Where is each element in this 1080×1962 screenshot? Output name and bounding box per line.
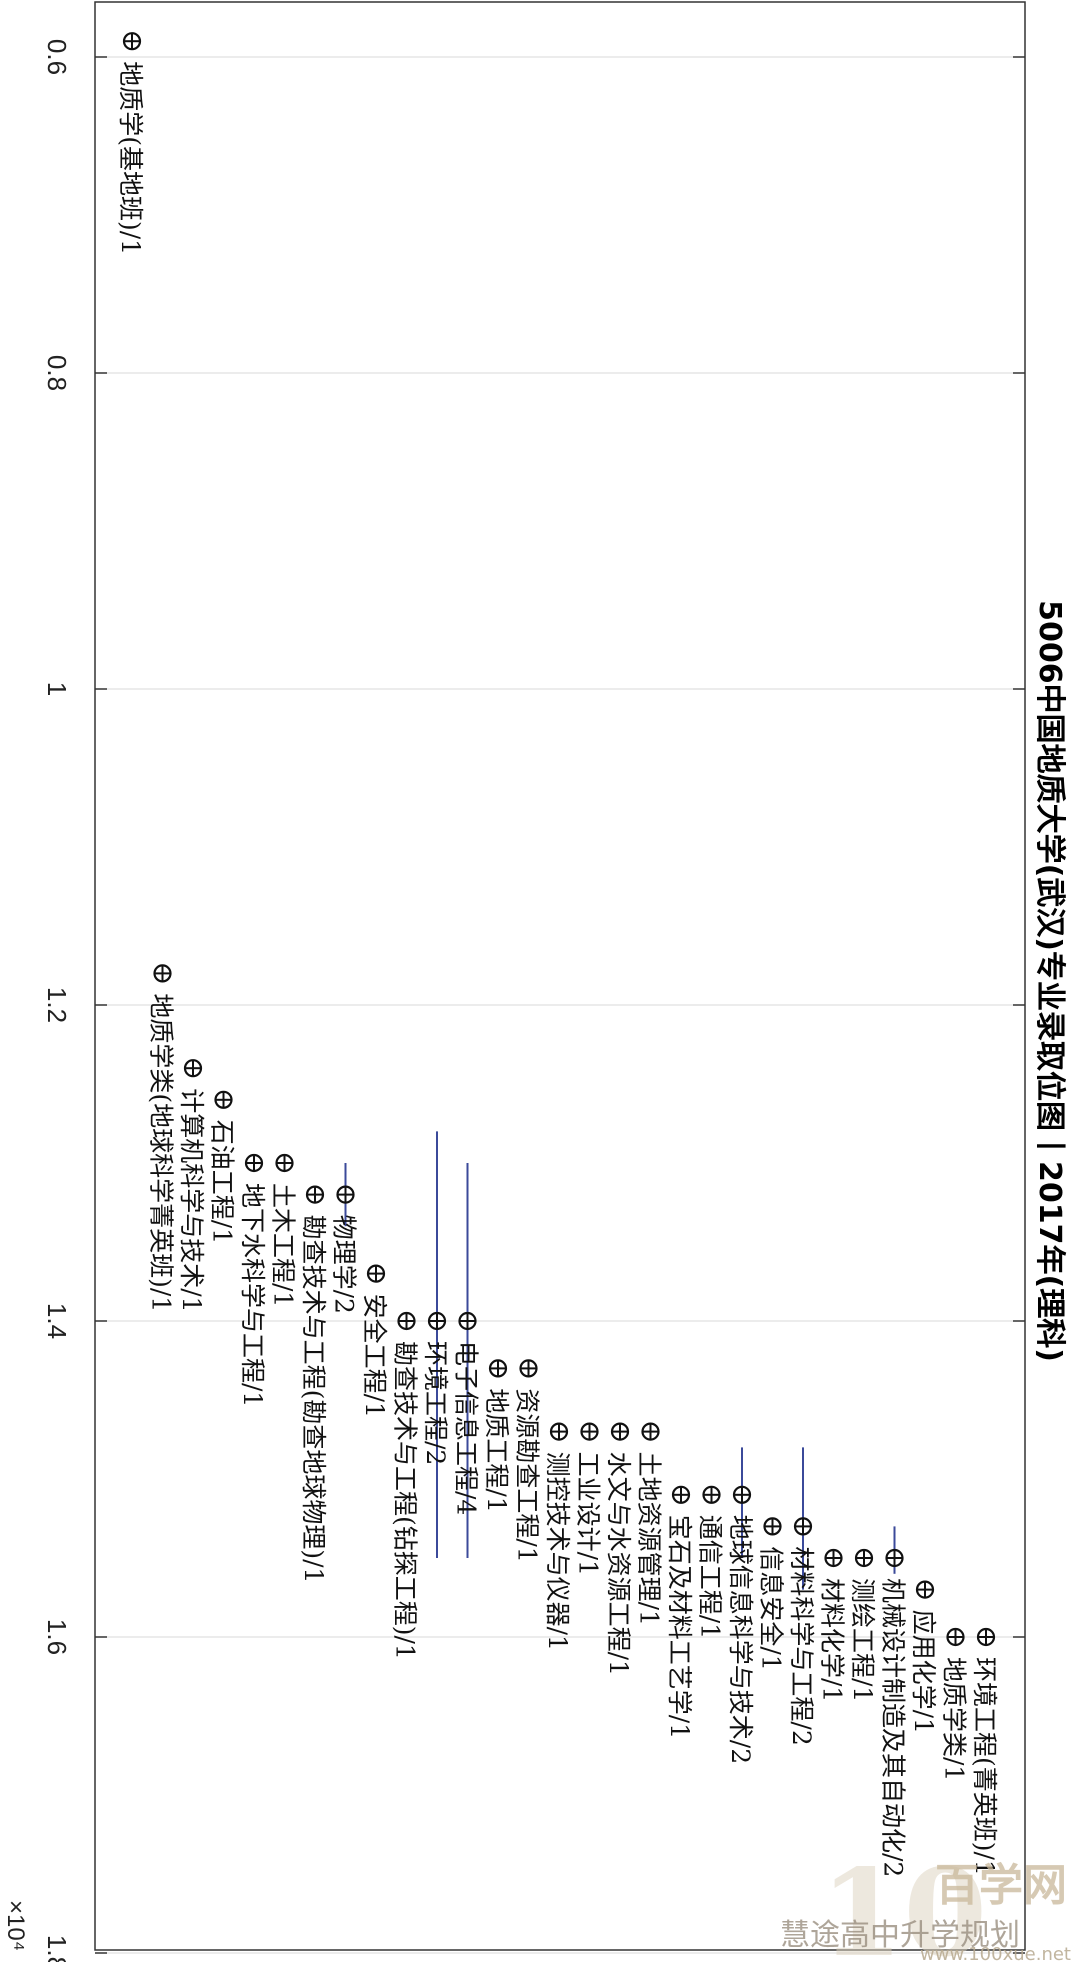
point-label: 土木工程/1 xyxy=(269,1183,298,1307)
data-point-marker xyxy=(122,32,142,51)
point-label: 地质学类(地球科学菁英班)/1 xyxy=(147,993,176,1312)
data-point-marker xyxy=(397,1311,416,1331)
point-label: 土地资源管理/1 xyxy=(635,1452,664,1626)
watermark-account: 慧途高中升学规划 xyxy=(780,1918,1020,1953)
point-label: 环境工程/2 xyxy=(421,1341,450,1465)
data-point-marker xyxy=(641,1422,660,1441)
data-point-marker xyxy=(458,1311,477,1331)
tick-label: 1.2 xyxy=(42,987,72,1023)
tick-label: 1.4 xyxy=(42,1303,72,1339)
point-label: 信息安全/1 xyxy=(757,1546,786,1670)
data-point-marker xyxy=(305,1185,325,1204)
point-label: 资源勘查工程/1 xyxy=(513,1388,542,1562)
point-label: 材料科学与工程/2 xyxy=(787,1546,816,1745)
data-point-marker xyxy=(610,1422,630,1441)
data-point-marker xyxy=(580,1422,599,1441)
point-label: 宝石及材料工艺学/1 xyxy=(665,1515,694,1739)
data-point-marker xyxy=(244,1153,264,1173)
data-point-marker xyxy=(214,1090,233,1109)
point-labels: 地质学(基地班)/1 地质学类(地球科学菁英班)/1 计算机科学与技术/1 石油工程/… xyxy=(116,61,999,1877)
data-point-marker xyxy=(793,1517,813,1536)
data-point-marker xyxy=(336,1185,355,1204)
watermark-url: www.100xue.net xyxy=(920,1944,1071,1962)
axis-multiplier: ×10⁴ xyxy=(2,1900,29,1951)
data-point-marker xyxy=(702,1485,721,1504)
point-label: 测绘工程/1 xyxy=(848,1578,877,1702)
point-label: 地球信息科学与技术/2 xyxy=(726,1515,755,1764)
tick-label: 1.6 xyxy=(42,1619,72,1655)
tick-label: 1 xyxy=(42,682,72,696)
point-label: 地质学(基地班)/1 xyxy=(116,61,145,255)
tick-label: 0.6 xyxy=(42,39,72,75)
value-axis: 0.6 0.8 1 1.2 1.4 1.6 1.8 xyxy=(42,39,1025,1962)
point-label: 应用化学/1 xyxy=(909,1610,938,1734)
data-point-marker xyxy=(519,1359,538,1378)
data-point-marker xyxy=(854,1548,874,1568)
point-label: 通信工程/1 xyxy=(696,1515,725,1639)
data-point-marker xyxy=(885,1548,904,1568)
data-point-marker xyxy=(275,1153,294,1173)
point-label: 测控技术与仪器/1 xyxy=(543,1452,572,1651)
watermark: 10 百学网 慧途高中升学规划 www.100xue.net xyxy=(780,1843,1071,1962)
tick-label: 0.8 xyxy=(42,355,72,391)
point-label: 计算机科学与技术/1 xyxy=(177,1088,206,1312)
data-point-marker xyxy=(671,1485,691,1504)
plot-frame xyxy=(94,1,1026,1951)
data-point-marker xyxy=(763,1517,782,1536)
point-label: 电子信息工程/4 xyxy=(452,1341,481,1515)
data-point-marker xyxy=(488,1359,508,1378)
plot-area xyxy=(94,1,1026,1951)
data-point-marker xyxy=(824,1548,843,1568)
data-point-marker xyxy=(183,1059,203,1078)
point-label: 水文与水资源工程/1 xyxy=(604,1452,633,1676)
data-point-marker xyxy=(946,1627,965,1647)
point-label: 地质工程/1 xyxy=(482,1388,511,1512)
grid-lines xyxy=(95,56,1025,1954)
point-label: 勘查技术与工程(勘查地球物理)/1 xyxy=(299,1215,328,1584)
watermark-logo-text: 百学网 xyxy=(935,1860,1067,1911)
data-point-marker xyxy=(549,1422,569,1441)
watermark-number: 10 xyxy=(820,1843,987,1962)
data-point-marker xyxy=(915,1580,935,1599)
point-label: 环境工程(菁英班)/1 xyxy=(970,1657,999,1876)
point-label: 材料化学/1 xyxy=(818,1578,847,1702)
point-label: 地下水科学与工程/1 xyxy=(238,1183,267,1407)
point-label: 工业设计/1 xyxy=(574,1452,603,1576)
point-label: 勘查技术与工程(钻探工程)/1 xyxy=(391,1341,420,1660)
data-point-marker xyxy=(976,1627,996,1647)
point-label: 安全工程/1 xyxy=(360,1294,389,1418)
point-label: 机械设计制造及其自动化/2 xyxy=(879,1578,908,1877)
data-point-marker xyxy=(732,1485,752,1504)
point-label: 物理学/2 xyxy=(330,1215,359,1314)
data-point-marker xyxy=(153,964,172,983)
chart-title: 5006中国地质大学(武汉)专业录取位图丨2017年(理科) xyxy=(1032,600,1067,1362)
point-label: 地质学类/1 xyxy=(940,1657,969,1781)
data-point-marker xyxy=(427,1311,447,1331)
point-label: 石油工程/1 xyxy=(208,1120,237,1244)
data-points xyxy=(122,32,996,1647)
tick-label: 1.8 xyxy=(42,1935,72,1962)
data-point-marker xyxy=(366,1264,386,1283)
